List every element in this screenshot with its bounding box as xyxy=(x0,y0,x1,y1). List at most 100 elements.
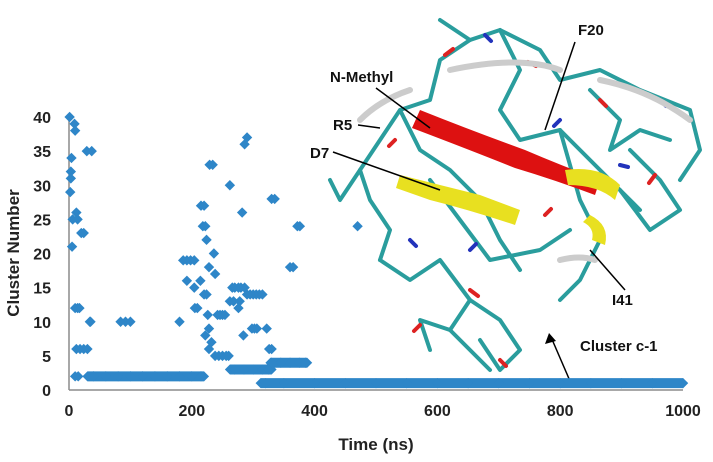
data-point xyxy=(524,377,535,389)
data-point xyxy=(462,377,474,389)
axes xyxy=(68,117,683,391)
data-point xyxy=(69,125,81,136)
data-point xyxy=(200,221,211,232)
y-tick-label: 40 xyxy=(33,110,51,127)
data-point xyxy=(493,377,504,389)
data-point xyxy=(202,309,213,321)
data-point xyxy=(300,357,311,368)
data-point xyxy=(352,221,363,232)
annotation-d7: D7 xyxy=(310,145,329,162)
data-point xyxy=(207,159,218,170)
data-point xyxy=(616,377,627,389)
data-point xyxy=(125,371,136,382)
data-point xyxy=(71,207,82,218)
data-point xyxy=(162,371,173,382)
data-point xyxy=(401,377,412,389)
data-point xyxy=(186,371,197,382)
data-point xyxy=(238,364,250,375)
annotation-i41-leader xyxy=(589,249,626,291)
data-point xyxy=(64,111,75,123)
data-point xyxy=(233,302,244,314)
data-point xyxy=(275,357,287,368)
annotation-i41: I41 xyxy=(612,292,633,309)
data-point xyxy=(228,296,239,307)
x-tick-label: 600 xyxy=(424,403,451,420)
data-point xyxy=(555,377,566,389)
annotations: N-Methyl F20 R5 D7 I41 Cluster c-1 xyxy=(310,22,658,382)
data-point xyxy=(257,364,268,375)
data-point xyxy=(238,330,249,341)
data-point xyxy=(585,377,597,389)
data-point xyxy=(137,371,148,382)
data-point xyxy=(72,214,83,225)
data-point xyxy=(677,377,689,389)
annotation-cluster-c1-arrowhead xyxy=(545,333,556,344)
data-point xyxy=(269,193,280,205)
x-tick-label: 800 xyxy=(547,403,574,420)
x-axis-title: Time (ns) xyxy=(338,435,413,454)
data-point xyxy=(85,316,96,327)
data-point xyxy=(257,289,268,300)
data-bands xyxy=(82,357,688,389)
data-point xyxy=(125,316,136,327)
data-point xyxy=(112,371,124,382)
data-point xyxy=(201,234,212,246)
data-point xyxy=(69,118,80,130)
data-point xyxy=(251,323,263,334)
annotation-n-methyl: N-Methyl xyxy=(330,69,393,86)
data-point xyxy=(65,166,77,177)
data-point xyxy=(266,357,277,368)
data-point xyxy=(241,132,253,143)
data-point xyxy=(73,371,84,382)
data-point xyxy=(100,371,112,382)
data-point xyxy=(189,282,200,293)
data-point xyxy=(66,152,77,164)
y-tick-label: 30 xyxy=(33,178,51,195)
data-point xyxy=(229,364,240,375)
data-point xyxy=(174,371,185,382)
y-tick-label: 25 xyxy=(33,212,51,229)
data-point xyxy=(340,377,351,389)
data-point xyxy=(284,357,296,368)
y-axis-title: Cluster Number xyxy=(4,189,23,317)
data-point xyxy=(86,145,97,157)
annotation-n-methyl-leader xyxy=(375,87,431,129)
annotation-f20: F20 xyxy=(578,22,604,39)
data-point xyxy=(65,173,77,184)
y-tick-label: 10 xyxy=(33,315,51,332)
y-tick-label: 35 xyxy=(33,144,51,161)
data-point xyxy=(174,316,185,327)
data-point xyxy=(294,221,306,232)
x-tick-label: 400 xyxy=(301,403,328,420)
data-point xyxy=(198,200,210,211)
data-point xyxy=(195,275,206,286)
data-point xyxy=(647,377,658,389)
annotation-r5: R5 xyxy=(333,117,352,134)
data-point xyxy=(181,275,193,286)
y-tick-label: 0 xyxy=(42,383,51,400)
data-point xyxy=(208,248,220,259)
protein-structure-illustration xyxy=(328,18,702,372)
annotation-cluster-c1-leader xyxy=(550,336,571,382)
data-point xyxy=(74,302,85,314)
y-tick-labels: 0 5 10 15 20 25 30 35 40 xyxy=(33,110,51,400)
data-point xyxy=(149,371,161,382)
y-tick-label: 5 xyxy=(42,349,51,366)
data-point xyxy=(261,323,272,334)
data-point xyxy=(294,357,305,368)
data-point xyxy=(219,309,231,321)
data-point xyxy=(66,241,78,252)
annotation-r5-leader xyxy=(357,124,381,129)
data-point xyxy=(223,350,234,362)
annotation-cluster-c1: Cluster c-1 xyxy=(580,338,658,355)
data-point xyxy=(236,207,248,218)
data-point xyxy=(234,296,245,307)
data-point xyxy=(78,227,89,239)
data-point xyxy=(260,377,271,389)
data-point xyxy=(192,302,203,314)
y-tick-label: 20 xyxy=(33,247,51,264)
data-point xyxy=(195,371,207,382)
data-point xyxy=(189,255,200,266)
data-point xyxy=(201,289,212,300)
